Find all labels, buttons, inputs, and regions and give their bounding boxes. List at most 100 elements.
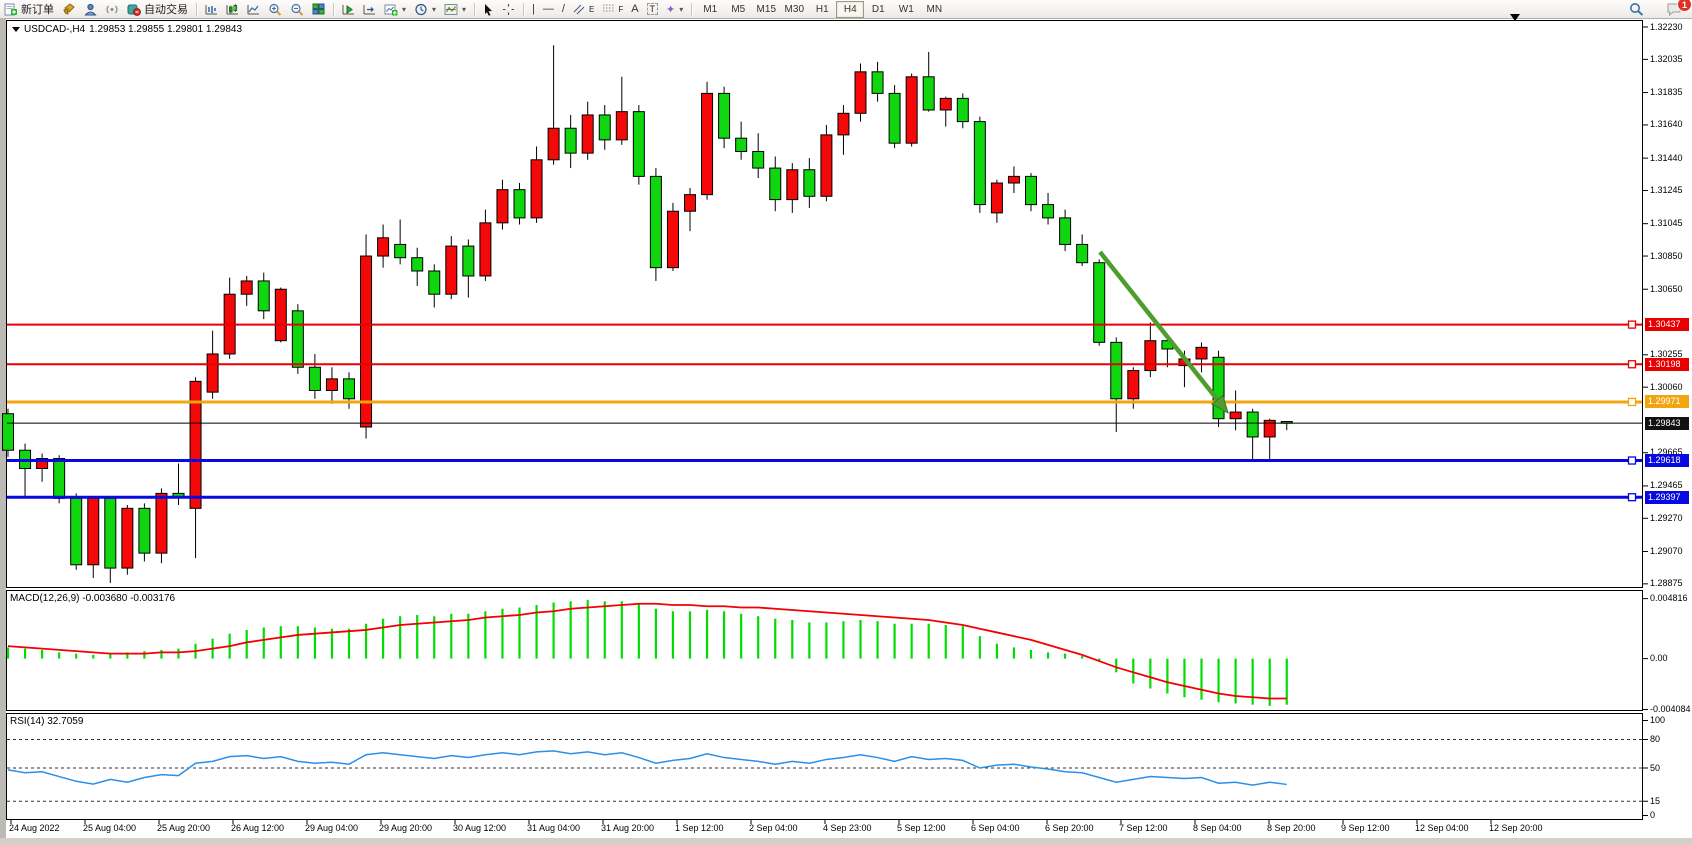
timeframe-group: M1 M5 M15 M30 H1 H4 D1 W1 MN [696, 0, 948, 18]
chart-expand-icon[interactable] [12, 27, 20, 32]
cursor-tool[interactable] [479, 1, 498, 17]
new-order-icon [4, 3, 17, 15]
timeframe-MN[interactable]: MN [926, 3, 943, 15]
hline-tool[interactable]: — [539, 1, 558, 17]
toolbar-right: 1 [1625, 0, 1692, 17]
text-tool[interactable]: A [627, 1, 642, 17]
fibonacci-letter: F [618, 4, 624, 14]
time-axis-label: 8 Sep 04:00 [1193, 823, 1242, 833]
bar-chart-button[interactable] [201, 1, 222, 17]
zoom-in-button[interactable] [264, 1, 286, 17]
time-axis-label: 31 Aug 04:00 [527, 823, 581, 833]
period-dropdown[interactable]: ▾ [410, 1, 440, 17]
time-axis-label: 9 Sep 12:00 [1341, 823, 1390, 833]
timeframe-M5[interactable]: M5 [731, 3, 746, 15]
new-order-button[interactable]: 新订单 [0, 1, 58, 17]
bucket-icon [63, 3, 75, 15]
arrows-tool-icon: ✦ [666, 3, 676, 16]
clock-icon [415, 3, 427, 15]
profile-button[interactable] [80, 1, 101, 17]
label-tool[interactable]: T [643, 1, 663, 17]
separator [691, 2, 693, 16]
zoom-out-icon [291, 3, 304, 16]
timeframe-M30[interactable]: M30 [784, 3, 804, 15]
rsi-axis-label: 80 [1650, 734, 1661, 744]
price-badge: 1.30198 [1645, 357, 1689, 371]
tile-windows-button[interactable] [308, 1, 329, 17]
timeframe-D1[interactable]: D1 [871, 3, 885, 15]
separator [333, 2, 334, 16]
zoom-in-icon [269, 3, 282, 16]
price-axis-label: 1.31835 [1650, 87, 1683, 98]
time-axis-label: 30 Aug 12:00 [453, 823, 507, 833]
indicators-dropdown[interactable]: ▾ [440, 1, 470, 17]
candle-chart-button[interactable] [222, 1, 243, 17]
time-axis-label: 25 Aug 04:00 [83, 823, 137, 833]
price-badge: 1.29971 [1645, 395, 1689, 409]
price-chart-panel[interactable] [6, 20, 1643, 588]
line-chart-button[interactable] [243, 1, 264, 17]
channel-letter: E [588, 4, 595, 14]
search-button[interactable] [1625, 1, 1648, 17]
bar-chart-icon [205, 5, 217, 15]
price-axis-label: 1.30850 [1650, 250, 1683, 261]
tile-windows-icon [312, 3, 325, 15]
price-axis-label: 1.29270 [1650, 512, 1683, 523]
time-axis-label: 24 Aug 2022 [9, 823, 60, 833]
hline-icon: — [542, 3, 554, 15]
price-axis-label: 1.31245 [1650, 184, 1683, 195]
rsi-panel[interactable] [6, 713, 1643, 820]
autotrading-label: 自动交易 [144, 4, 188, 16]
notifications-button[interactable] [101, 1, 123, 17]
time-axis-label: 2 Sep 04:00 [749, 823, 798, 833]
fibonacci-icon [603, 4, 615, 12]
rsi-axis-label: 100 [1650, 715, 1666, 725]
macd-panel[interactable] [6, 590, 1643, 711]
toolbar: 新订单 自动交易 [0, 0, 1692, 19]
chart-forward-button[interactable] [338, 1, 359, 17]
timeframe-H1[interactable]: H1 [815, 3, 829, 15]
autotrading-icon [127, 4, 141, 16]
dropdown-arrow: ▾ [432, 4, 437, 14]
rsi-axis-label: 50 [1650, 762, 1661, 773]
styler-button[interactable] [58, 1, 80, 17]
chart-title-ohlc: 1.29853 1.29855 1.29801 1.29843 [89, 24, 243, 35]
price-badge: 1.29843 [1645, 416, 1689, 430]
price-axis-label: 1.29465 [1650, 480, 1683, 491]
timeframe-H4[interactable]: H4 [836, 0, 865, 18]
timeframe-M15[interactable]: M15 [756, 3, 776, 15]
chat-button[interactable]: 1 [1662, 0, 1692, 17]
macd-axis-label: 0.004816 [1650, 593, 1688, 604]
price-axis-label: 1.31440 [1650, 152, 1683, 163]
vline-tool[interactable]: | [528, 1, 539, 17]
new-chart-dropdown[interactable]: ▾ [380, 1, 410, 17]
crosshair-tool[interactable] [498, 1, 519, 17]
rsi-label: RSI(14) 32.7059 [10, 716, 84, 727]
time-axis-label: 31 Aug 20:00 [601, 823, 655, 833]
arrows-tool-dropdown[interactable]: ✦ ▾ [662, 1, 687, 17]
crosshair-icon [503, 3, 515, 15]
autotrading-button[interactable]: 自动交易 [123, 1, 192, 17]
zoom-out-button[interactable] [286, 1, 308, 17]
price-axis-label: 1.30650 [1650, 283, 1683, 294]
fibonacci-tool[interactable]: F [598, 1, 627, 17]
time-axis-label: 5 Sep 12:00 [897, 823, 946, 833]
price-axis-label: 1.32230 [1650, 21, 1683, 32]
label-tool-icon: T [646, 3, 659, 15]
chart-title-symbol: USDCAD-,H4 [24, 24, 86, 35]
time-axis-label: 4 Sep 23:00 [823, 823, 872, 833]
cursor-icon [485, 3, 493, 16]
price-axis-label: 1.29665 [1650, 447, 1683, 458]
time-axis-label: 7 Sep 12:00 [1119, 823, 1168, 833]
trendline-tool[interactable]: / [558, 1, 569, 17]
timeframe-M1[interactable]: M1 [703, 3, 718, 15]
time-axis[interactable] [6, 821, 1692, 837]
channel-tool[interactable]: E [569, 1, 598, 17]
chart-title: USDCAD-,H4 1.29853 1.29855 1.29801 1.298… [12, 24, 242, 35]
chart-shift-button[interactable] [359, 1, 380, 17]
timeframe-W1[interactable]: W1 [898, 3, 914, 15]
separator [523, 2, 525, 16]
time-axis-label: 1 Sep 12:00 [675, 823, 724, 833]
chart-forward-icon [342, 5, 354, 15]
